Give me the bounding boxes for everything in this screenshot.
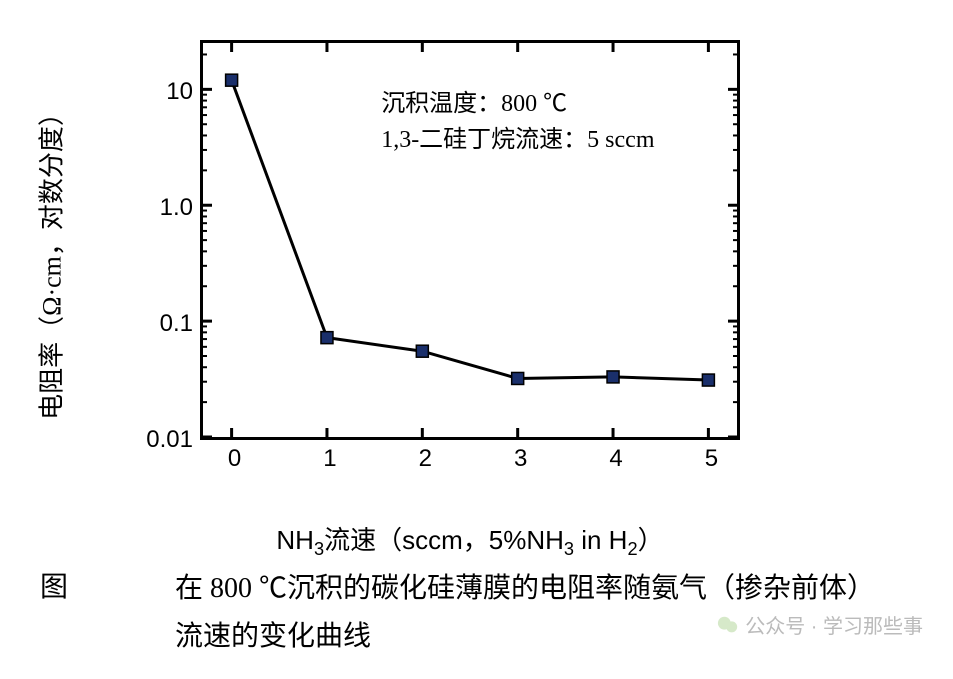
chart-annotation: 1,3-二硅丁烷流速：5 sccm [381,119,654,154]
x-tick-label: 4 [609,445,622,473]
caption-prefix: 图 [40,565,68,605]
y-tick-label: 1.0 [160,194,193,222]
data-marker [702,374,714,386]
y-tick-label: 0.1 [160,310,193,338]
y-tick-label: 0.01 [146,426,193,454]
watermark: 公众号 · 学习那些事 [717,610,923,639]
y-axis-label: 电阻率（Ω·cm，对数分度） [32,100,69,420]
data-marker [607,371,619,383]
x-tick-label: 3 [514,445,527,473]
data-marker [512,372,524,384]
x-tick-label: 0 [228,445,241,473]
wechat-icon [717,614,739,636]
page-root: 电阻率（Ω·cm，对数分度） 0.010.11.010012345沉积温度：80… [0,0,953,679]
data-marker [321,332,333,344]
y-tick-label: 10 [166,78,193,106]
chart-annotation: 沉积温度：800 ℃ [381,83,567,118]
data-marker [226,74,238,86]
data-marker [416,345,428,357]
x-axis-label: NH3流速（sccm，5%NH3 in H2） [276,520,663,560]
x-tick-label: 5 [705,445,718,473]
x-tick-label: 2 [419,445,432,473]
plot-area: 0.010.11.010012345沉积温度：800 ℃1,3-二硅丁烷流速：5… [200,40,740,440]
chart-container: 电阻率（Ω·cm，对数分度） 0.010.11.010012345沉积温度：80… [70,10,790,510]
x-tick-label: 1 [323,445,336,473]
watermark-text: 公众号 · 学习那些事 [745,610,923,639]
